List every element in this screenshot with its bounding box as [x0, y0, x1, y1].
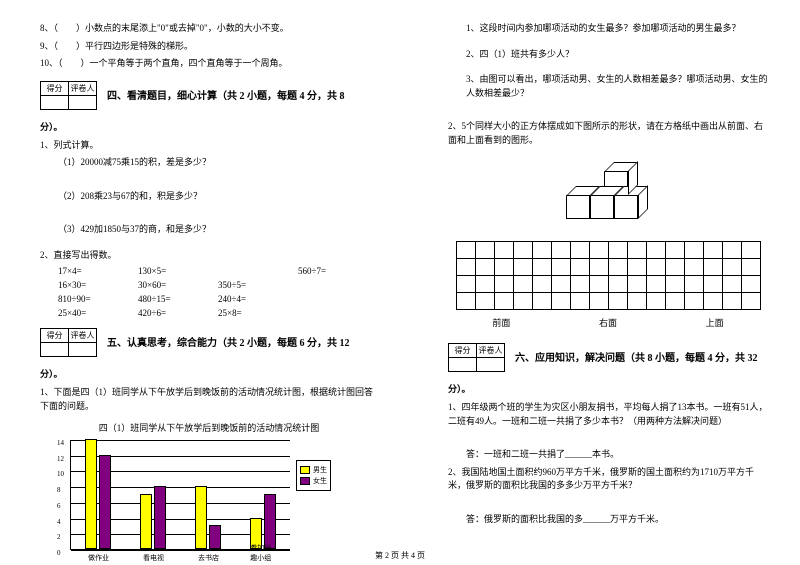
question-9: 9、（ ）平行四边形是特殊的梯形。	[40, 40, 378, 54]
problem-2: 2、直接写出得数。	[40, 249, 378, 263]
bar-chart-wrap: 02468101214做作业看电视去书店参加兴趣小组 男生 女生	[70, 440, 378, 550]
chart-title: 四（1）班同学从下午放学后到晚饭前的活动情况统计图	[40, 421, 378, 434]
section-6-title-cont: 分）。	[448, 382, 768, 395]
label-right: 右面	[599, 316, 617, 329]
answer-6-1: 答：一班和二班一共捐了______本书。	[466, 448, 768, 462]
calc-row: 16×30= 30×60= 350÷5=	[58, 280, 378, 290]
legend-female: 女生	[300, 476, 327, 486]
calc-cell: 560÷7=	[298, 266, 378, 276]
page-footer: 第 2 页 共 4 页	[0, 550, 800, 561]
question-10: 10、（ ）一个平角等于两个直角，四个直角等于一个周角。	[40, 57, 378, 71]
section-4-title: 四、看清题目，细心计算（共 2 小题，每题 4 分，共 8	[107, 81, 378, 102]
calc-cell: 130×5=	[138, 266, 218, 276]
section-6-title: 六、应用知识，解决问题（共 8 小题，每题 4 分，共 32	[515, 343, 768, 364]
score-label: 得分	[41, 81, 69, 95]
swatch-male	[300, 466, 310, 474]
label-front: 前面	[492, 316, 510, 329]
cubes-figure	[548, 157, 668, 227]
section-4-header: 得分 评卷人 四、看清题目，细心计算（共 2 小题，每题 4 分，共 8	[40, 81, 378, 110]
chart-legend: 男生 女生	[296, 460, 331, 491]
grader-label: 评卷人	[69, 329, 97, 343]
legend-female-label: 女生	[313, 476, 327, 486]
calc-cell	[298, 308, 378, 318]
page-body: 8、（ ）小数点的末尾添上"0"或去掉"0"，小数的大小不变。 9、（ ）平行四…	[0, 0, 800, 560]
calc-cell: 16×30=	[58, 280, 138, 290]
problem-5-1: 1、下面是四（1）班同学从下午放学后到晚饭前的活动情况统计图，根据统计图回答下面…	[40, 386, 378, 413]
calc-row: 810÷90= 480÷15= 240÷4=	[58, 294, 378, 304]
problem-6-1: 1、四年级两个班的学生为灾区小朋友捐书，平均每人捐了13本书。一班有51人，二班…	[448, 401, 768, 428]
calc-cell: 810÷90=	[58, 294, 138, 304]
score-label: 得分	[449, 344, 477, 358]
label-top: 上面	[706, 316, 724, 329]
calc-cell: 17×4=	[58, 266, 138, 276]
grid-view-labels: 前面 右面 上面	[448, 316, 768, 329]
legend-male: 男生	[300, 465, 327, 475]
r-q1: 1、这段时间内参加哪项活动的女生最多？参加哪项活动的男生最多？	[466, 22, 768, 36]
r-q2: 2、四（1）班共有多少人？	[466, 48, 768, 62]
problem-1: 1、列式计算。	[40, 139, 378, 153]
answer-6-2: 答：俄罗斯的面积比我国的多______万平方千米。	[466, 513, 768, 527]
section-5-title: 五、认真思考，综合能力（共 2 小题，每题 6 分，共 12	[107, 328, 378, 349]
calc-cell: 25×8=	[218, 308, 298, 318]
calc-cell: 30×60=	[138, 280, 218, 290]
calc-cell: 480÷15=	[138, 294, 218, 304]
legend-male-label: 男生	[313, 465, 327, 475]
right-column: 1、这段时间内参加哪项活动的女生最多？参加哪项活动的男生最多？ 2、四（1）班共…	[448, 20, 768, 550]
grid-table	[456, 241, 761, 310]
problem-1-1: （1）20000减75乘15的积，差是多少？	[58, 156, 378, 170]
bar-chart: 02468101214做作业看电视去书店参加兴趣小组	[70, 440, 290, 550]
question-8: 8、（ ）小数点的末尾添上"0"或去掉"0"，小数的大小不变。	[40, 22, 378, 36]
calc-cell	[298, 280, 378, 290]
swatch-female	[300, 477, 310, 485]
left-column: 8、（ ）小数点的末尾添上"0"或去掉"0"，小数的大小不变。 9、（ ）平行四…	[40, 20, 378, 550]
section-5-header: 得分 评卷人 五、认真思考，综合能力（共 2 小题，每题 6 分，共 12	[40, 328, 378, 357]
calc-row: 25×40= 420÷6= 25×8=	[58, 308, 378, 318]
answer-grid: 前面 右面 上面	[448, 241, 768, 329]
calc-cell	[218, 266, 298, 276]
score-table: 得分 评卷人	[40, 328, 97, 357]
problem-1-2: （2）208乘23与67的和，积是多少？	[58, 190, 378, 204]
r-q3: 3、由图可以看出，哪项活动男、女生的人数相差最多？哪项活动男、女生的人数相差最少…	[466, 73, 768, 100]
grader-label: 评卷人	[477, 344, 505, 358]
calc-cell: 240÷4=	[218, 294, 298, 304]
section-6-header: 得分 评卷人 六、应用知识，解决问题（共 8 小题，每题 4 分，共 32	[448, 343, 768, 372]
score-table: 得分 评卷人	[40, 81, 97, 110]
calc-cell: 420÷6=	[138, 308, 218, 318]
section-5-title-cont: 分）。	[40, 367, 378, 380]
calc-row: 17×4= 130×5= 560÷7=	[58, 266, 378, 276]
score-label: 得分	[41, 329, 69, 343]
calc-cell	[298, 294, 378, 304]
calc-cell: 350÷5=	[218, 280, 298, 290]
problem-6-2: 2、我国陆地国土面积约960万平方千米，俄罗斯的国土面积约为1710万平方千米，…	[448, 466, 768, 493]
score-table: 得分 评卷人	[448, 343, 505, 372]
problem-5-2: 2、5个同样大小的正方体摆成如下图所示的形状，请在方格纸中画出从前面、右面和上面…	[448, 120, 768, 147]
section-4-title-cont: 分）。	[40, 120, 378, 133]
problem-1-3: （3）429加1850与37的商，和是多少？	[58, 223, 378, 237]
grader-label: 评卷人	[69, 81, 97, 95]
calc-cell: 25×40=	[58, 308, 138, 318]
